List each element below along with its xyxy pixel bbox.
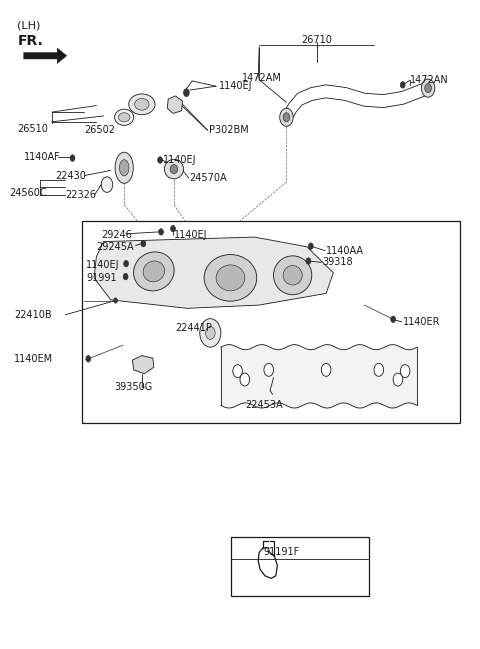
Ellipse shape — [283, 265, 302, 285]
Circle shape — [141, 240, 146, 247]
Circle shape — [205, 326, 215, 339]
Circle shape — [183, 89, 189, 97]
Text: 22430: 22430 — [56, 171, 86, 180]
Circle shape — [309, 243, 313, 249]
Circle shape — [200, 319, 221, 347]
Circle shape — [233, 365, 242, 378]
Text: 1140AF: 1140AF — [24, 153, 60, 162]
Text: 39350G: 39350G — [114, 382, 152, 392]
Text: 24570A: 24570A — [189, 173, 227, 183]
Text: 22410B: 22410B — [14, 310, 52, 321]
Circle shape — [400, 82, 405, 88]
Circle shape — [70, 155, 75, 162]
Text: 1140EJ: 1140EJ — [174, 230, 207, 240]
Text: FR.: FR. — [17, 34, 43, 49]
Circle shape — [393, 373, 403, 386]
Text: 91991: 91991 — [86, 273, 117, 283]
Polygon shape — [167, 96, 182, 114]
Text: 22441P: 22441P — [175, 323, 212, 334]
Circle shape — [374, 363, 384, 376]
Circle shape — [306, 258, 311, 264]
Text: 91191F: 91191F — [263, 548, 299, 557]
Ellipse shape — [135, 99, 149, 110]
Text: 22453A: 22453A — [245, 400, 282, 410]
Ellipse shape — [115, 153, 133, 183]
Polygon shape — [132, 356, 154, 374]
Circle shape — [123, 273, 128, 280]
Text: 29246: 29246 — [101, 230, 132, 240]
Ellipse shape — [129, 94, 155, 115]
Circle shape — [124, 260, 129, 267]
Circle shape — [114, 298, 118, 303]
Ellipse shape — [119, 113, 130, 122]
Ellipse shape — [164, 160, 183, 178]
Text: 39318: 39318 — [323, 258, 353, 267]
Text: 1140EJ: 1140EJ — [163, 155, 197, 165]
Ellipse shape — [133, 252, 174, 291]
Bar — [82, 221, 460, 423]
Text: 1140EJ: 1140EJ — [86, 260, 120, 270]
Ellipse shape — [143, 261, 165, 282]
Circle shape — [158, 228, 163, 235]
Circle shape — [240, 373, 250, 386]
Circle shape — [101, 177, 113, 192]
Text: 1140AA: 1140AA — [326, 246, 364, 256]
Ellipse shape — [120, 160, 129, 176]
Circle shape — [157, 157, 162, 164]
Text: P302BM: P302BM — [209, 125, 249, 135]
Ellipse shape — [204, 254, 257, 301]
Circle shape — [283, 113, 290, 122]
Text: 26502: 26502 — [84, 125, 116, 135]
Text: 24560C: 24560C — [9, 188, 47, 198]
Circle shape — [264, 363, 274, 376]
Circle shape — [400, 365, 410, 378]
Text: 1472AN: 1472AN — [410, 75, 449, 86]
Circle shape — [280, 108, 293, 127]
Polygon shape — [94, 237, 333, 308]
Ellipse shape — [115, 109, 134, 125]
Ellipse shape — [170, 165, 178, 173]
Bar — [231, 537, 369, 596]
Text: 1140ER: 1140ER — [403, 317, 440, 327]
Text: 1140EJ: 1140EJ — [218, 81, 252, 91]
Circle shape — [322, 363, 331, 376]
Circle shape — [391, 316, 396, 323]
Circle shape — [86, 356, 91, 362]
Text: 26510: 26510 — [17, 124, 48, 134]
Text: (LH): (LH) — [17, 20, 41, 30]
Circle shape — [170, 225, 175, 232]
Ellipse shape — [216, 265, 245, 291]
Text: 26710: 26710 — [301, 34, 332, 45]
Polygon shape — [24, 48, 67, 64]
Ellipse shape — [274, 256, 312, 295]
Text: 1140EM: 1140EM — [14, 354, 53, 365]
Circle shape — [425, 84, 432, 93]
Circle shape — [421, 79, 435, 97]
Text: 22326: 22326 — [65, 190, 96, 200]
Text: 29245A: 29245A — [96, 242, 134, 252]
Text: 1472AM: 1472AM — [242, 73, 282, 84]
